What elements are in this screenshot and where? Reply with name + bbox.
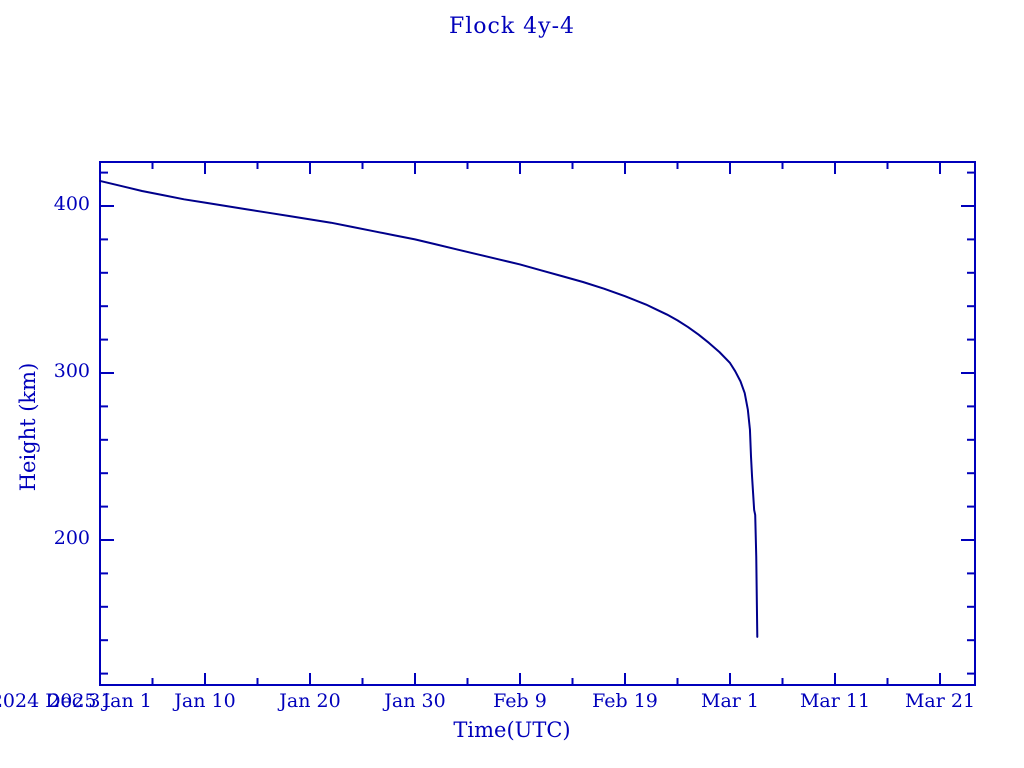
axes-frame — [99, 161, 976, 686]
x-tick-label: 2024 Dec 31 — [0, 690, 113, 712]
y-tick-label: 300 — [53, 360, 90, 382]
chart-title: Flock 4y-4 — [448, 14, 576, 39]
data-series-line — [99, 179, 759, 638]
y-axis-title: Height (km) — [16, 362, 40, 492]
x-tick-label: Mar 11 — [799, 690, 871, 712]
x-axis-title: Time(UTC) — [453, 718, 571, 742]
x-tick-label: Jan 30 — [384, 690, 446, 712]
x-tick-label: 2025 Jan 1 — [48, 690, 152, 712]
x-tick-label: Feb 9 — [493, 690, 547, 712]
axis-ticks — [99, 162, 975, 685]
x-tick-label: Mar 1 — [701, 690, 759, 712]
x-tick-label: Mar 21 — [904, 690, 976, 712]
x-tick-label: Feb 19 — [592, 690, 658, 712]
x-tick-label: Jan 20 — [279, 690, 341, 712]
y-tick-label: 400 — [53, 193, 90, 215]
x-tick-label: Jan 10 — [174, 690, 236, 712]
y-tick-label: 200 — [53, 527, 90, 549]
